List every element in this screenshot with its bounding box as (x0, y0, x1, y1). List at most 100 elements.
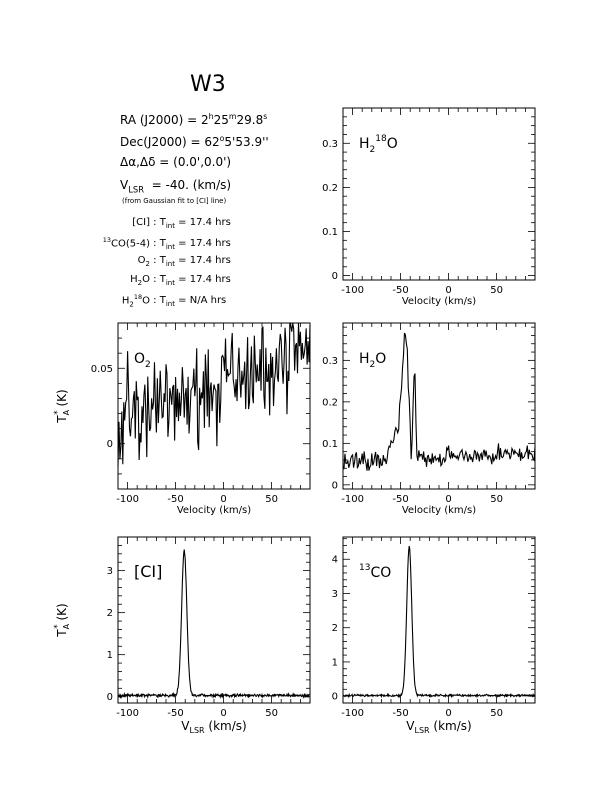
y-axis-label: TA* (K) (53, 389, 71, 423)
y-tick-label: 0 (332, 480, 338, 491)
spectrum-panel-o2: -100 -50 0 50 0 0.05 Velocity (km/s) TA* (K) O2 (53, 322, 311, 516)
integration-time: : Tint = 17.4 hrs (150, 217, 231, 230)
spectrum-panel-h2o: -100 -50 0 50 0 0.1 0.2 0.3 Velocity (km/s) H2O (322, 322, 536, 516)
page-title: W3 (190, 72, 226, 97)
integration-row: H218O : Tint = N/A hrs (60, 293, 240, 308)
ra-minutes: 25 (213, 113, 229, 127)
x-tick-label: -100 (341, 708, 364, 719)
species-label: H218O (60, 293, 150, 308)
y-tick-label: 0.2 (322, 183, 338, 194)
x-tick-label: -100 (116, 494, 139, 505)
x-tick-label: 50 (265, 494, 278, 505)
integration-value: 17.4 hrs (189, 238, 231, 250)
y-tick-label: 2 (107, 608, 113, 619)
dec-label: Dec(J2000) = (120, 135, 205, 149)
spectrum-line (342, 332, 536, 471)
species-subscript: 2 (145, 260, 150, 268)
x-tick-label: -50 (167, 494, 183, 505)
vlsr-label: V (120, 178, 129, 192)
species-subscript: 2 (129, 300, 134, 309)
integration-time: : Tint = N/A hrs (150, 295, 227, 309)
y-tick-label: 0.05 (91, 364, 113, 375)
species-label: O2 (60, 255, 150, 268)
y-tick-label: 0.1 (322, 227, 338, 238)
spectrum-label: H2O (359, 351, 386, 370)
species-name: CO(5-4) (111, 238, 150, 250)
species-name: [CI] (132, 217, 150, 228)
x-tick-label: 0 (445, 285, 451, 296)
integration-time: : Tint = 17.4 hrs (150, 238, 231, 252)
spectrum-line (117, 549, 311, 700)
y-tick-label: 1 (332, 657, 338, 668)
x-tick-label: 50 (265, 708, 278, 719)
integration-time: : Tint = 17.4 hrs (150, 255, 231, 268)
spectrum-label: 13CO (359, 563, 391, 581)
ra-seconds-unit: s (263, 112, 268, 121)
vlsr-value: = -40. (km/s) (151, 178, 232, 192)
integration-value: 17.4 hrs (189, 274, 231, 285)
y-tick-label: 0.3 (322, 356, 338, 367)
x-tick-label: 50 (490, 494, 503, 505)
integration-row: H2O : Tint = 17.4 hrs (60, 274, 240, 287)
x-tick-label: 0 (220, 708, 226, 719)
y-tick-label: 0 (107, 439, 113, 450)
species-name: H (130, 274, 138, 285)
x-tick-label: -100 (341, 494, 364, 505)
y-tick-label: 1 (107, 650, 113, 661)
ra-line: RA (J2000) = 2h25m29.8s (120, 112, 267, 127)
ra-seconds: 29.8 (236, 113, 264, 127)
ra-hours: 2 (201, 113, 209, 127)
x-tick-label: -100 (341, 285, 364, 296)
spectrum-label: [CI] (134, 562, 162, 581)
x-tick-label: -50 (392, 285, 408, 296)
integration-value: 17.4 hrs (189, 255, 231, 266)
y-tick-label: 0 (332, 692, 338, 703)
x-tick-label: -50 (392, 708, 408, 719)
spectrum-line (342, 546, 536, 699)
x-tick-label: 50 (490, 285, 503, 296)
species-tail: O (142, 274, 150, 285)
y-axis-label: TA* (K) (53, 603, 71, 637)
x-tick-label: 0 (445, 708, 451, 719)
x-tick-label: 50 (490, 708, 503, 719)
y-tick-label: 0.3 (322, 139, 338, 150)
species-label: [CI] (60, 217, 150, 228)
integration-time: : Tint = 17.4 hrs (150, 274, 231, 287)
ra-minutes-unit: m (228, 112, 237, 121)
y-tick-label: 0 (332, 271, 338, 282)
x-tick-label: -100 (116, 708, 139, 719)
ra-hours-unit: h (208, 112, 214, 121)
dec-rest: 5'53.9'' (224, 135, 269, 149)
integration-value: N/A hrs (189, 295, 227, 307)
offset-line: Δα,Δδ = (0.0',0.0') (120, 155, 232, 169)
plot-frame (342, 322, 536, 490)
spectrum-label: H218O (359, 134, 398, 155)
spectrum-label: O2 (134, 351, 151, 370)
y-tick-label: 3 (332, 589, 338, 600)
spectrum-panel-co13: -100 -50 0 50 0 1 2 3 4 VLSR (km/s) 13CO (332, 536, 536, 735)
x-tick-label: 0 (445, 494, 451, 505)
y-tick-label: 0 (107, 692, 113, 703)
plot-frame (342, 107, 536, 281)
y-tick-label: 2 (332, 623, 338, 634)
integration-value: 17.4 hrs (189, 217, 231, 228)
y-tick-label: 3 (107, 566, 113, 577)
species-superscript: 18 (133, 293, 143, 301)
species-isotope: 13 (102, 236, 111, 244)
vlsr-line: VLSR = -40. (km/s) (120, 178, 231, 194)
spectrum-panel-h218o: -100 -50 0 50 0 0.1 0.2 0.3 Velocity (km/s) H218O (322, 107, 536, 307)
spectrum-line (117, 322, 311, 467)
plot-frame (342, 536, 536, 704)
x-tick-label: -50 (392, 494, 408, 505)
ra-label: RA (J2000) = (120, 113, 201, 127)
x-axis-label: VLSR (km/s) (406, 719, 471, 735)
integration-row: O2 : Tint = 17.4 hrs (60, 255, 240, 268)
species-name: H (121, 295, 130, 307)
dec-degrees: 62 (204, 135, 220, 149)
species-name: O (137, 255, 146, 266)
dec-line: Dec(J2000) = 62o5'53.9'' (120, 134, 269, 149)
species-subscript: 2 (137, 279, 143, 287)
vlsr-sub: LSR (128, 184, 145, 195)
y-tick-label: 0.2 (322, 397, 338, 408)
